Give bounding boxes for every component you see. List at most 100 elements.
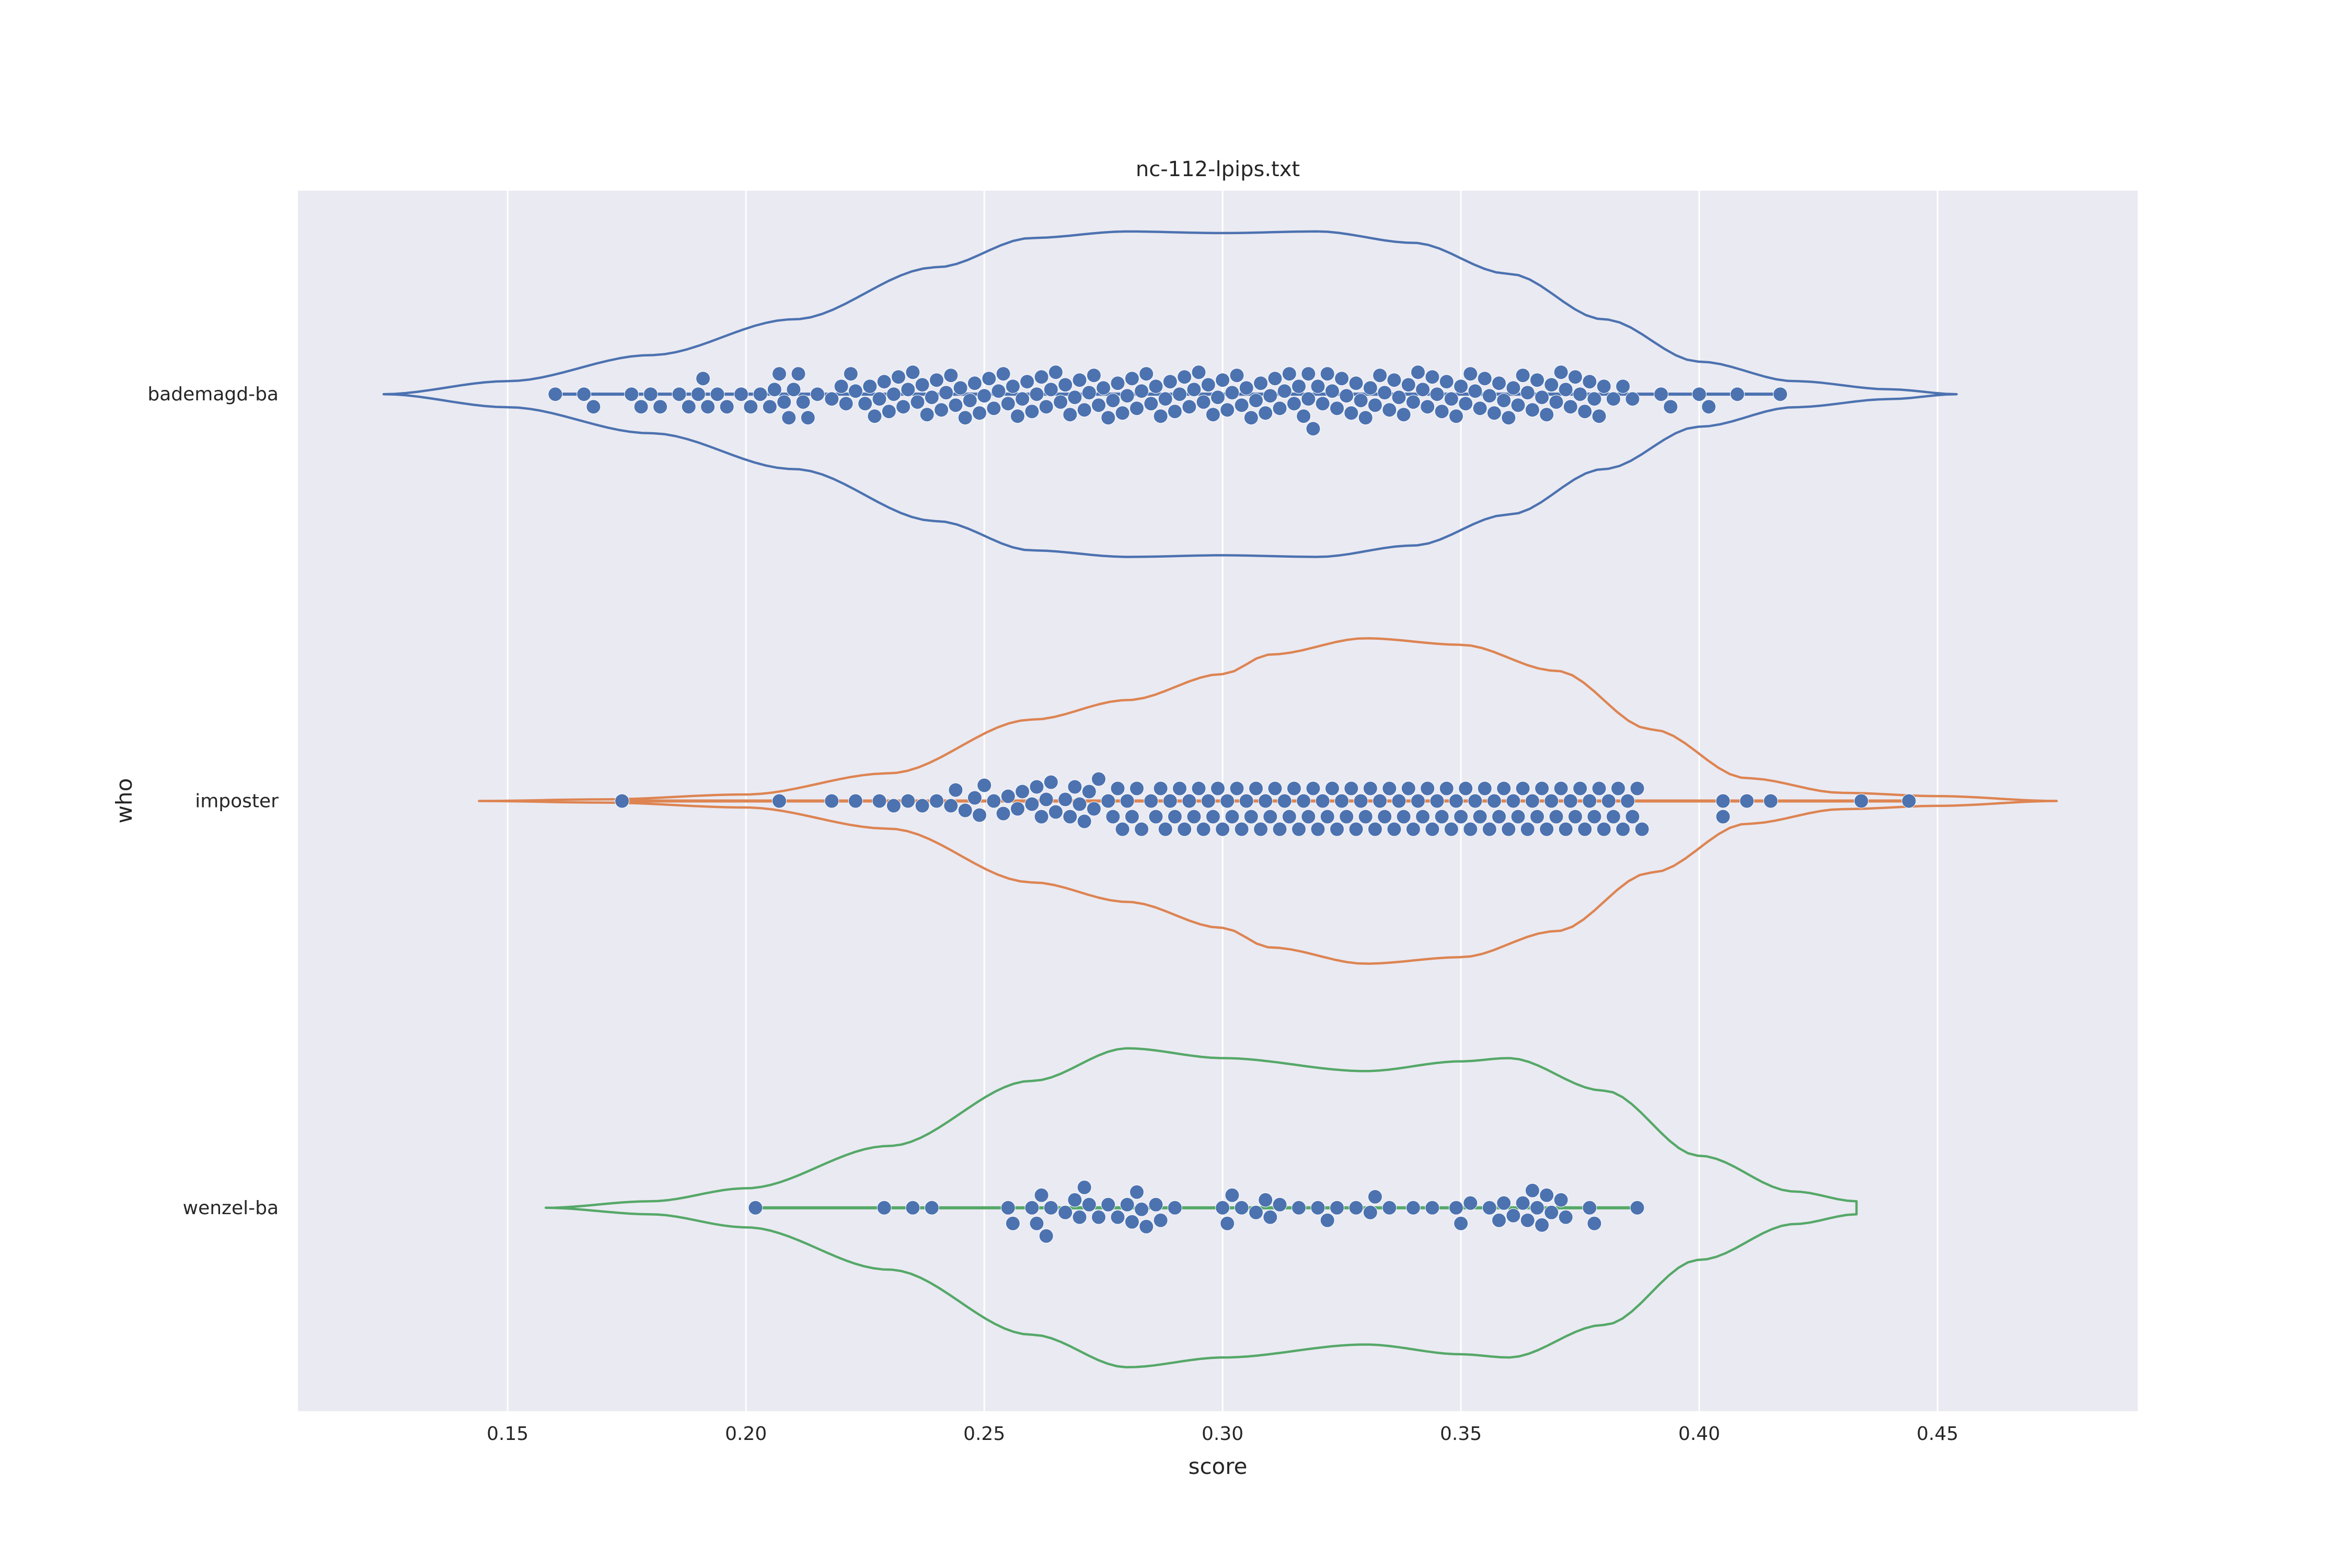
data-point	[872, 391, 887, 407]
data-point	[1129, 1184, 1144, 1200]
data-point	[1243, 410, 1259, 425]
data-point	[1330, 1200, 1344, 1215]
data-point	[643, 387, 658, 402]
data-point	[1234, 822, 1249, 837]
data-point	[1158, 822, 1173, 837]
data-point	[1420, 399, 1435, 414]
violin-imposter	[478, 637, 2058, 965]
data-point	[1067, 1192, 1082, 1207]
data-point	[1134, 1202, 1149, 1217]
data-point	[1606, 391, 1621, 407]
data-point	[1225, 385, 1240, 400]
data-point	[986, 793, 1001, 809]
data-point	[1167, 809, 1182, 824]
data-point	[1339, 809, 1354, 824]
data-point	[1105, 393, 1121, 408]
data-point	[1468, 384, 1483, 399]
data-point	[743, 399, 758, 414]
data-point	[1034, 370, 1049, 385]
data-point	[691, 387, 706, 402]
data-point	[1425, 822, 1440, 837]
data-point	[800, 410, 815, 425]
data-point	[1763, 793, 1778, 809]
data-point	[1358, 809, 1373, 824]
data-point	[1630, 1200, 1645, 1215]
data-point	[1501, 410, 1516, 425]
data-point	[1539, 1187, 1554, 1203]
data-point	[1558, 1209, 1573, 1225]
data-point	[1353, 793, 1368, 809]
data-point	[1444, 391, 1459, 407]
x-tick-label: 0.15	[487, 1423, 528, 1445]
data-point	[1258, 406, 1273, 421]
data-point	[786, 382, 801, 397]
data-point	[1454, 809, 1469, 824]
data-point	[1692, 387, 1707, 402]
data-point	[1348, 822, 1364, 837]
data-point	[843, 366, 858, 382]
data-point	[1296, 409, 1311, 424]
data-point	[1567, 809, 1583, 824]
data-point	[1010, 409, 1025, 424]
data-point	[1515, 368, 1530, 383]
data-point	[1715, 809, 1731, 824]
violin-wenzel-ba	[544, 1047, 1858, 1369]
data-point	[1463, 822, 1478, 837]
data-point	[1324, 781, 1340, 796]
data-point	[795, 395, 811, 410]
data-point	[1520, 385, 1535, 400]
data-point	[962, 393, 977, 408]
data-point	[1277, 793, 1292, 809]
data-point	[1243, 809, 1259, 824]
data-point	[1567, 370, 1583, 385]
data-point	[924, 1200, 939, 1215]
swarm-points	[548, 365, 1917, 1243]
data-point	[1139, 366, 1154, 382]
data-point	[1234, 398, 1249, 413]
data-point	[1577, 404, 1593, 419]
data-point	[1558, 822, 1573, 837]
data-point	[1148, 379, 1163, 394]
data-point	[858, 396, 873, 411]
data-point	[1029, 387, 1044, 402]
data-point	[1320, 1213, 1335, 1228]
data-point	[1292, 1200, 1306, 1215]
data-point	[877, 1200, 892, 1215]
data-point	[972, 808, 987, 823]
data-point	[1486, 406, 1502, 421]
data-point	[943, 798, 959, 813]
data-point	[753, 387, 768, 402]
data-point	[1596, 379, 1611, 394]
data-point	[810, 387, 825, 402]
data-point	[1024, 797, 1040, 812]
data-point	[1201, 377, 1216, 393]
data-point	[1110, 781, 1125, 796]
data-point	[848, 793, 863, 809]
data-point	[824, 793, 839, 809]
data-point	[1215, 373, 1230, 388]
data-point	[1391, 390, 1406, 405]
data-point	[781, 410, 797, 425]
data-point	[1000, 789, 1016, 804]
data-point	[848, 384, 863, 399]
data-point	[1196, 822, 1211, 837]
data-point	[1005, 1216, 1020, 1231]
data-point	[1196, 395, 1211, 410]
data-point	[1367, 398, 1382, 413]
data-point	[1535, 390, 1550, 405]
data-point	[901, 793, 916, 809]
data-point	[548, 387, 563, 402]
data-point	[1115, 406, 1130, 421]
data-point	[1449, 1200, 1463, 1215]
data-point	[1553, 1192, 1569, 1207]
data-point	[886, 387, 901, 402]
data-point	[710, 387, 725, 402]
data-point	[1144, 396, 1159, 411]
data-point	[1225, 809, 1240, 824]
data-point	[1144, 793, 1159, 809]
data-point	[1072, 373, 1087, 388]
data-point	[1563, 399, 1578, 414]
data-point	[1186, 809, 1202, 824]
data-point	[1454, 379, 1469, 394]
data-point	[1024, 404, 1040, 419]
